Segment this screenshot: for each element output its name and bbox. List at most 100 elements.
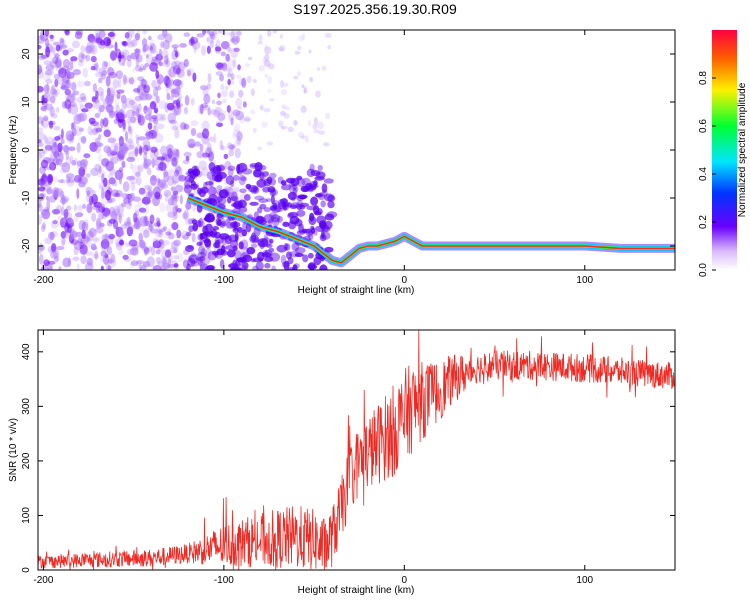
spectrogram-noise-blob [67, 177, 76, 183]
spectrogram-noise-blob [77, 60, 84, 67]
spectrogram-noise-blob [143, 144, 148, 156]
spectrogram-noise-blob [215, 164, 226, 172]
spectrogram-noise-blob [149, 175, 157, 186]
spectrogram-noise-blob [142, 139, 151, 149]
spectrogram-noise-blob [117, 204, 124, 214]
spectrogram-noise-blob [59, 197, 68, 204]
spectrogram-noise-blob [242, 254, 253, 263]
spectrogram-noise-blob [155, 123, 165, 130]
spectrogram-noise-blob [132, 212, 138, 223]
spectrogram-noise-blob [83, 153, 91, 159]
spectrogram-noise-blob [230, 180, 235, 188]
spectrogram-noise-blob [109, 167, 116, 175]
spectrogram-noise-blob [165, 231, 172, 236]
spectrogram-noise-blob [107, 32, 115, 38]
spectrogram-noise-blob [157, 161, 167, 172]
spectrogram-noise-blob [274, 207, 283, 213]
spectrogram-noise-blob [41, 209, 51, 220]
spectrogram-noise-blob [187, 257, 196, 268]
spectrogram-noise-blob [204, 181, 214, 186]
spectrogram-noise-blob [152, 238, 159, 244]
spectrogram-noise-blob [38, 116, 44, 125]
spectrogram-noise-blob [176, 69, 185, 78]
spectrogram-noise-blob [38, 178, 46, 186]
spectrogram-noise-blob [225, 175, 235, 185]
spectrogram-noise-blob [197, 256, 203, 267]
spectrogram-noise-blob [69, 101, 78, 108]
spectrogram-noise-blob [196, 151, 205, 159]
spectrogram-noise-blob [117, 118, 124, 129]
spectrogram-noise-blob [166, 102, 175, 111]
spectrogram-noise-blob [167, 148, 173, 159]
spectrogram-noise-blob [233, 123, 241, 133]
spectrogram-noise-blob [134, 32, 140, 42]
spectrogram-noise-blob [86, 190, 91, 197]
spectrogram-noise-blob [187, 168, 194, 175]
spectrogram-noise-blob [87, 125, 93, 136]
spectrogram-noise-blob [269, 188, 276, 197]
spectrogram-noise-blob [163, 189, 172, 197]
spectrogram-noise-blob [47, 231, 55, 240]
colorbar-ticks: 0.0 0.2 0.4 0.6 0.8 [698, 71, 716, 277]
spectrogram-noise-blob [249, 162, 260, 168]
spectrogram-noise-blob [246, 75, 252, 84]
spectrogram-noise-blob [102, 207, 111, 217]
spectrogram-noise-blob [249, 201, 259, 206]
spectrogram-noise-blob [264, 46, 272, 55]
spectrogram-noise-blob [201, 120, 210, 132]
spectrogram-noise-blob [98, 206, 106, 213]
spectrogram-noise-blob [98, 30, 106, 38]
spectrogram-noise-blob [107, 179, 111, 190]
spectrogram-noise-blob [60, 138, 65, 145]
spectrogram-noise-blob [320, 200, 326, 208]
spectrogram-noise-blob [225, 218, 231, 224]
spectrogram-noise-blob [74, 174, 82, 183]
spectrogram-noise-blob [121, 202, 127, 208]
spectrogram-noise-blob [59, 168, 66, 174]
spectrogram-noise-blob [159, 202, 166, 213]
spectrogram-noise-blob [97, 212, 104, 221]
spectrogram-noise-blob [172, 180, 177, 185]
spectrogram-noise-blob [165, 57, 170, 68]
spectrogram-noise-blob [90, 167, 99, 177]
spectrogram-noise-blob [263, 207, 271, 213]
spectrogram-xtick-label: -100 [214, 275, 234, 286]
spectrogram-noise-blob [159, 145, 168, 157]
spectrogram-noise-blob [43, 84, 50, 92]
spectrogram-noise-blob [109, 30, 116, 40]
spectrogram-noise-blob [189, 36, 199, 44]
spectrogram-noise-blob [95, 71, 104, 78]
spectrogram-noise-blob [145, 132, 152, 140]
spectrogram-noise-blob [88, 195, 94, 206]
spectrogram-noise-blob [297, 70, 301, 77]
spectrogram-noise-blob [205, 242, 212, 249]
spectrogram-noise-blob [227, 165, 236, 171]
spectrogram-noise-blob [108, 233, 116, 240]
spectrogram-noise-blob [327, 200, 335, 209]
spectrogram-noise-blob [80, 54, 88, 60]
spectrogram-noise-blob [118, 239, 125, 246]
spectrogram-noise-blob [94, 163, 101, 172]
spectrogram-noise-blob [304, 134, 309, 143]
spectrogram-noise-blob [323, 178, 334, 184]
spectrogram-noise-blob [114, 96, 119, 107]
spectrogram-noise-blob [93, 201, 103, 208]
spectrogram-noise-blob [209, 33, 216, 39]
spectrogram-noise-blob [268, 63, 275, 70]
spectrogram-noise-blob [315, 171, 326, 179]
spectrogram-noise-blob [206, 213, 212, 222]
spectrogram-noise-blob [209, 36, 215, 44]
spectrogram-noise-blob [51, 113, 58, 119]
spectrogram-noise-blob [88, 228, 97, 238]
spectrogram-noise-blob [240, 176, 248, 182]
snr-xtick-label: 0 [402, 575, 408, 586]
spectrogram-noise-blob [104, 233, 109, 241]
snr-marks [38, 330, 675, 570]
spectrogram-noise-blob [65, 79, 71, 89]
spectrogram-noise-blob [220, 83, 225, 91]
spectrogram-noise-blob [94, 113, 101, 119]
spectrogram-noise-blob [115, 113, 123, 119]
spectrogram-noise-blob [136, 176, 142, 186]
spectrogram-noise-blob [187, 138, 196, 149]
spectrogram-noise-blob [113, 192, 121, 197]
